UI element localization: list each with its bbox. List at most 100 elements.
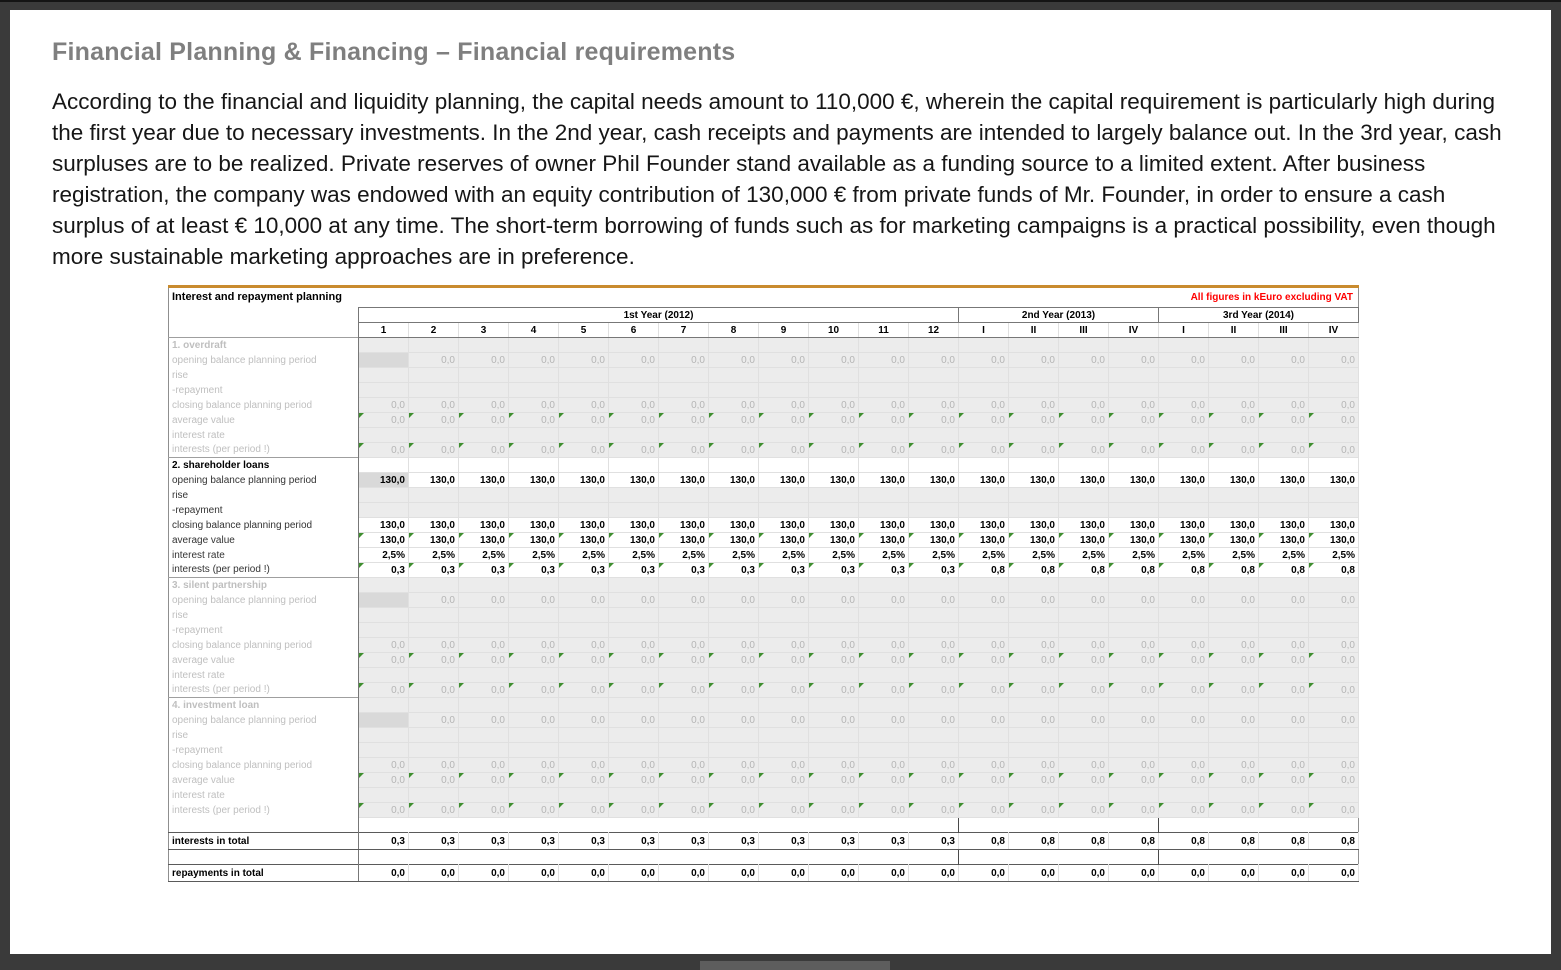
empty-cell: [1158, 697, 1209, 713]
empty-cell: [1158, 667, 1209, 683]
row-label: closing balance planning period: [168, 757, 359, 773]
row-label: opening balance planning period: [168, 472, 359, 488]
total-value-cell: 0,0: [1158, 864, 1209, 882]
table-row: closing balance planning period 0,0 0,0 0,0…: [168, 637, 1359, 653]
value-cell: 0,0: [1208, 712, 1259, 728]
table-row: opening balance planning period 0,0 0,0 0,0…: [168, 352, 1359, 368]
value-cell: 0,0: [758, 442, 809, 458]
empty-cell: [1008, 667, 1059, 683]
value-cell: 130,0: [858, 472, 909, 488]
value-cell: 0,0: [1158, 652, 1209, 668]
value-cell: 0,0: [908, 397, 959, 413]
value-cell: 0,0: [1008, 772, 1059, 788]
value-cell: 0,0: [558, 712, 609, 728]
value-cell: 0,0: [808, 757, 859, 773]
value-cell: 0,0: [758, 352, 809, 368]
table-row: opening balance planning period 0,0 0,0 0,0…: [168, 592, 1359, 608]
value-cell: 0,0: [358, 637, 409, 653]
empty-cell: [1258, 382, 1309, 398]
empty-cell: [508, 367, 559, 383]
period-header: 7: [658, 322, 709, 338]
value-cell: 0,0: [558, 352, 609, 368]
empty-cell: [708, 367, 759, 383]
value-cell: 0,0: [408, 352, 459, 368]
year-header: 2nd Year (2013): [958, 307, 1159, 323]
empty-cell: [458, 427, 509, 443]
value-cell: 130,0: [1108, 532, 1159, 548]
value-cell: 0,0: [808, 712, 859, 728]
empty-cell: [1108, 457, 1159, 473]
empty-cell: [958, 607, 1009, 623]
value-cell: 0,0: [758, 652, 809, 668]
value-cell: 0,0: [508, 412, 559, 428]
period-header: 10: [808, 322, 859, 338]
value-cell: 130,0: [408, 472, 459, 488]
empty-cell: [858, 367, 909, 383]
empty-cell: [558, 667, 609, 683]
value-cell: 130,0: [608, 472, 659, 488]
empty-cell: [558, 457, 609, 473]
period-header: 8: [708, 322, 759, 338]
total-value-cell: 0,8: [1208, 832, 1259, 850]
value-cell: 0,0: [908, 637, 959, 653]
empty-cell: [858, 607, 909, 623]
value-cell: 0,0: [658, 442, 709, 458]
table-row: interest rate: [168, 787, 1359, 803]
empty-cell: [758, 337, 809, 353]
empty-cell: [908, 607, 959, 623]
value-cell: 130,0: [508, 532, 559, 548]
empty-cell: [1258, 337, 1309, 353]
value-cell: 0,0: [408, 397, 459, 413]
value-cell: 130,0: [1108, 472, 1159, 488]
value-cell: 0,0: [558, 442, 609, 458]
total-value-cell: 0,3: [658, 832, 709, 850]
table-row: -repayment: [168, 382, 1359, 398]
value-cell: 0,0: [958, 652, 1009, 668]
value-cell: 0,0: [1208, 352, 1259, 368]
total-value-cell: 0,0: [1308, 864, 1359, 882]
value-cell: 0,0: [808, 397, 859, 413]
value-cell: 130,0: [908, 472, 959, 488]
empty-cell: [1058, 367, 1109, 383]
value-cell: 0,0: [558, 772, 609, 788]
value-cell: 0,0: [1108, 352, 1159, 368]
value-cell: 0,0: [708, 802, 759, 818]
row-label: average value: [168, 772, 359, 788]
value-cell: 0,0: [1308, 652, 1359, 668]
empty-cell: [658, 457, 709, 473]
value-cell: 130,0: [508, 472, 559, 488]
empty-cell: [958, 742, 1009, 758]
empty-cell: [708, 502, 759, 518]
empty-cell: [708, 622, 759, 638]
empty-cell: [558, 742, 609, 758]
value-cell: 130,0: [358, 517, 409, 533]
period-header: 4: [508, 322, 559, 338]
value-cell: 0,0: [1208, 412, 1259, 428]
value-cell: 0,0: [858, 442, 909, 458]
value-cell: 0,3: [508, 562, 559, 578]
row-label: closing balance planning period: [168, 517, 359, 533]
total-value-cell: 0,0: [1008, 864, 1059, 882]
value-cell: 0,0: [1108, 442, 1159, 458]
total-value-cell: 0,3: [858, 832, 909, 850]
empty-cell: [458, 502, 509, 518]
empty-cell: [708, 787, 759, 803]
table-row: average value 130,0 130,0 130,0 130,0 130,0 13…: [168, 532, 1359, 548]
empty-cell: [1208, 727, 1259, 743]
empty-cell: [1058, 697, 1109, 713]
value-cell: 130,0: [758, 472, 809, 488]
period-header: IV: [1308, 322, 1359, 338]
value-cell: 0,0: [458, 802, 509, 818]
value-cell: 0,0: [1008, 757, 1059, 773]
value-cell: 130,0: [1158, 472, 1209, 488]
empty-cell: [658, 622, 709, 638]
row-label: rise: [168, 607, 359, 623]
value-cell: 0,0: [908, 712, 959, 728]
value-cell: 130,0: [558, 517, 609, 533]
value-cell: 0,0: [558, 757, 609, 773]
value-cell: 0,0: [1258, 412, 1309, 428]
value-cell: 0,0: [1058, 712, 1109, 728]
value-cell: 0,0: [508, 802, 559, 818]
value-cell: 130,0: [1058, 472, 1109, 488]
table-row: interest rate: [168, 667, 1359, 683]
